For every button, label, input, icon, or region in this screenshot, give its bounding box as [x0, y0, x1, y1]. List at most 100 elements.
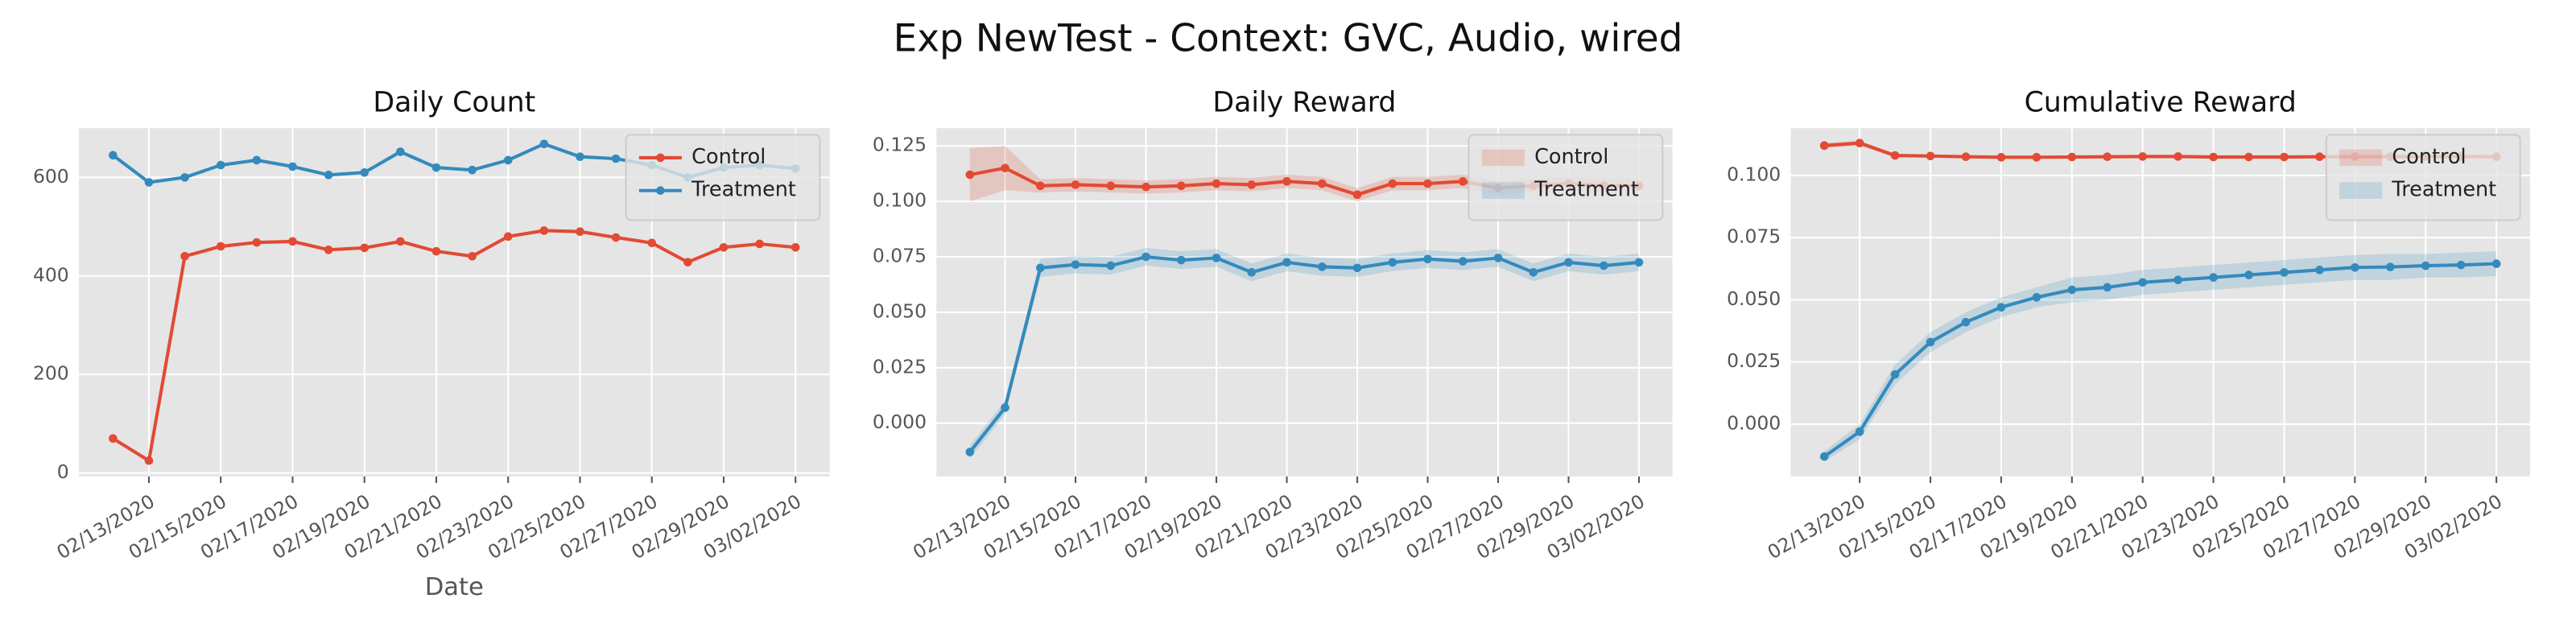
y-tick-label: 0.050 — [1727, 287, 1781, 310]
data-point — [1036, 263, 1045, 273]
chart-title: Daily Count — [373, 87, 535, 119]
legend-box — [2325, 134, 2521, 221]
data-point — [1564, 258, 1573, 267]
data-point — [431, 163, 441, 172]
data-point — [2244, 270, 2253, 279]
data-point — [1141, 252, 1150, 262]
data-point — [2174, 152, 2182, 161]
data-point — [2032, 153, 2041, 162]
data-point — [1855, 427, 1864, 436]
data-point — [1247, 180, 1257, 189]
confidence-band — [1824, 251, 2497, 462]
y-tick-label: 0.050 — [873, 299, 927, 322]
y-tick-label: 400 — [33, 263, 69, 286]
data-point — [2067, 152, 2077, 162]
data-point — [611, 154, 621, 163]
y-tick-label: 0.000 — [1727, 411, 1781, 434]
data-point — [144, 456, 154, 465]
y-tick-label: 0.025 — [1727, 349, 1781, 372]
data-point — [2315, 266, 2324, 275]
data-point — [2103, 152, 2112, 162]
data-point — [2315, 152, 2324, 162]
data-point — [2280, 152, 2289, 162]
data-point — [1996, 153, 2006, 162]
figure-title: Exp NewTest - Context: GVC, Audio, wired — [894, 17, 1683, 61]
legend: Control Treatment — [625, 134, 821, 221]
data-point — [1352, 190, 1362, 200]
chart-title: Daily Reward — [1212, 87, 1396, 119]
data-point — [1890, 151, 1900, 160]
data-point — [1001, 403, 1009, 412]
data-point — [109, 434, 118, 444]
data-point — [1106, 181, 1116, 191]
data-point — [216, 242, 225, 251]
legend-box — [1468, 134, 1664, 221]
data-point — [1634, 258, 1644, 267]
data-point — [1961, 152, 1971, 162]
data-point — [2280, 268, 2289, 277]
series-line — [968, 254, 1640, 453]
data-point — [1071, 180, 1080, 189]
data-point — [288, 237, 297, 246]
data-point — [431, 246, 441, 256]
legend-label: Control — [2392, 145, 2466, 169]
data-point — [503, 232, 513, 242]
data-point — [1388, 258, 1397, 267]
data-point — [360, 167, 369, 177]
data-point — [1036, 181, 1045, 191]
data-point — [360, 243, 369, 253]
legend-label: Treatment — [2391, 178, 2496, 202]
data-point — [216, 160, 225, 170]
data-point — [503, 155, 513, 165]
data-point — [1001, 163, 1009, 173]
y-tick-label: 0.075 — [1727, 225, 1781, 248]
data-point — [965, 170, 975, 180]
legend-label: Treatment — [1534, 178, 1639, 202]
data-point — [2209, 152, 2218, 162]
data-point — [1529, 268, 1538, 277]
data-point — [1819, 452, 1829, 461]
chart-title: Cumulative Reward — [2025, 87, 2297, 119]
data-point — [1106, 261, 1116, 270]
data-point — [2138, 278, 2148, 287]
data-point — [2032, 293, 2041, 302]
y-tick-label: 0.075 — [873, 245, 927, 267]
data-point — [2456, 260, 2466, 270]
data-point — [468, 251, 477, 261]
legend-swatch — [1481, 149, 1525, 167]
x-axis-label: Date — [425, 573, 484, 601]
data-point — [1282, 177, 1291, 186]
data-point — [1493, 254, 1503, 262]
legend-label: Control — [1534, 145, 1608, 169]
legend-label: Treatment — [691, 178, 796, 202]
legend-marker — [656, 186, 665, 196]
data-point — [2138, 152, 2148, 161]
data-point — [611, 233, 621, 242]
data-point — [1996, 303, 2006, 312]
data-point — [1423, 254, 1432, 264]
data-point — [2174, 275, 2182, 285]
data-point — [1819, 141, 1829, 151]
data-point — [324, 171, 333, 180]
y-tick-label: 200 — [33, 362, 69, 385]
data-point — [2385, 262, 2395, 271]
series-line — [112, 229, 796, 464]
legend-swatch — [1481, 182, 1525, 199]
data-point — [2209, 273, 2218, 282]
data-point — [109, 151, 118, 160]
data-point — [1458, 257, 1468, 266]
data-point — [180, 251, 189, 261]
data-point — [647, 238, 657, 248]
data-point — [288, 162, 297, 171]
data-point — [180, 173, 189, 182]
data-point — [1352, 263, 1362, 273]
data-point — [2351, 262, 2359, 272]
data-point — [1890, 369, 1900, 379]
y-tick-label: 0.100 — [873, 189, 927, 212]
data-point — [965, 448, 975, 456]
data-point — [2103, 283, 2112, 292]
legend: Control Treatment — [2325, 134, 2521, 221]
data-point — [539, 139, 549, 149]
